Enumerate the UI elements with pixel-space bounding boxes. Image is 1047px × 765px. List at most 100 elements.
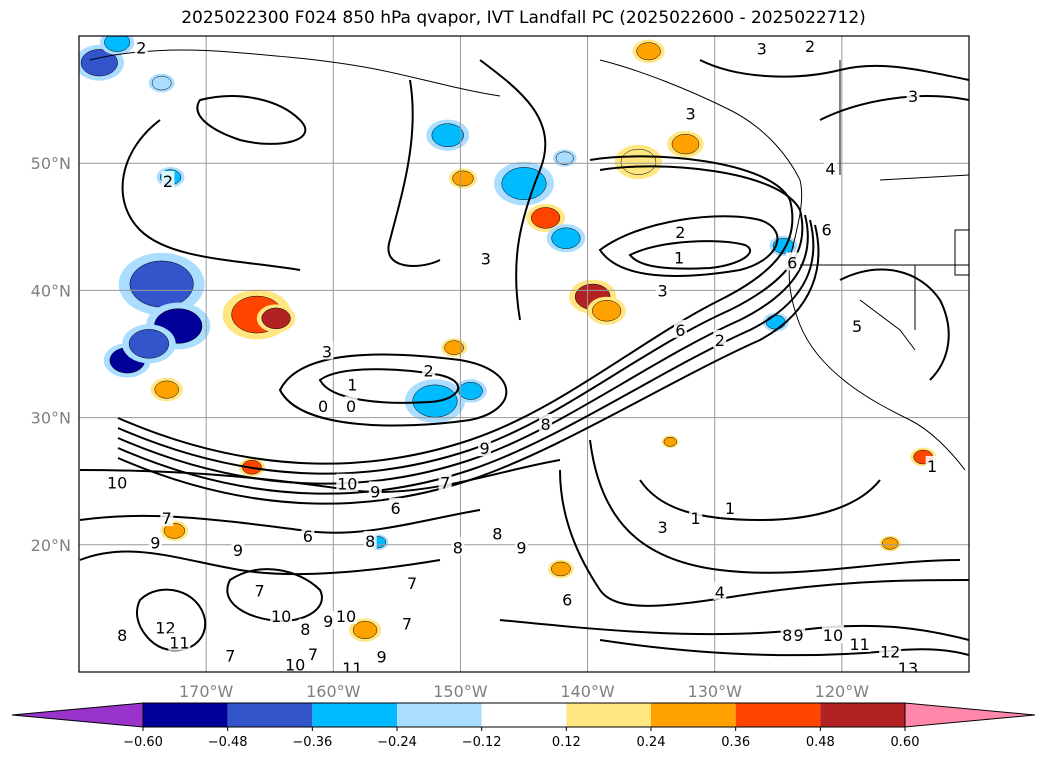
contour-label: 8: [117, 626, 127, 645]
anomaly-patch: [154, 380, 179, 399]
contour-label: 1: [725, 499, 735, 518]
contour-label: 4: [825, 159, 835, 178]
anomaly-patch: [881, 537, 899, 550]
contour-label: 9: [150, 533, 160, 552]
contour-label: 8: [365, 532, 375, 551]
contour-label: 7: [402, 615, 412, 634]
contour-label-bg: [879, 641, 902, 660]
contour-label: 1: [927, 457, 937, 476]
colorbar-tick-label: −0.48: [208, 735, 248, 750]
ivt-contours: [79, 59, 969, 657]
contour-label: 2: [675, 223, 685, 242]
contour-label-bg: [284, 654, 307, 672]
contour-label-bg: [821, 625, 844, 644]
contour-label-bg: [336, 473, 359, 492]
contour-label-bg: [906, 85, 920, 104]
lon-label: 150°W: [433, 682, 488, 701]
colorbar-segment: [481, 703, 567, 727]
contour-label: 8: [541, 415, 551, 434]
contour-label: 10: [285, 655, 305, 674]
contour-label: 3: [322, 342, 332, 361]
colorbar-tick-label: −0.36: [292, 735, 332, 750]
contour-label: 13: [898, 659, 918, 678]
contour-label-bg: [160, 508, 174, 527]
colorbar: −0.60 −0.48 −0.36 −0.24 −0.12 0.12 0.24 0.36 0.4…: [11, 702, 1036, 750]
colorbar-tick-label: −0.60: [123, 735, 163, 750]
anomaly-patch: [458, 381, 483, 400]
contour-label: 2: [163, 172, 173, 191]
anomaly-patch: [555, 151, 574, 165]
contour-label-bg: [341, 658, 364, 672]
contour-label: 2: [424, 362, 434, 381]
contour-label-bg: [539, 413, 553, 432]
contour-label-bg: [713, 330, 727, 349]
anomaly-patch: [765, 315, 786, 330]
contour-label: 9: [794, 626, 804, 645]
anomaly-patch: [444, 340, 464, 355]
contour-label: 3: [657, 281, 667, 300]
contour-label: 6: [787, 253, 797, 272]
contour-label-bg: [560, 589, 574, 608]
contour-label: 6: [822, 220, 832, 239]
contour-label: 2: [715, 331, 725, 350]
contour-label: 9: [233, 541, 243, 560]
contour-label: 0: [318, 397, 328, 416]
contour-label: 12: [155, 618, 175, 637]
colorbar-segment: [651, 703, 736, 727]
anomaly-patch: [151, 75, 172, 91]
contour-label-bg: [820, 219, 834, 238]
coastlines: [89, 49, 969, 471]
contour-label-bg: [514, 537, 528, 556]
contour-label-bg: [673, 319, 687, 338]
colorbar-segment: [143, 703, 228, 727]
contour-label-bg: [168, 632, 191, 651]
colorbar-segment: [820, 703, 905, 727]
contour-label-bg: [848, 634, 871, 653]
contour-label-bg: [925, 455, 939, 474]
anomaly-patch: [129, 260, 194, 308]
contour-label-bg: [148, 532, 162, 551]
contour-label-bg: [375, 646, 389, 665]
contour-label: 5: [852, 317, 862, 336]
contour-label-bg: [490, 523, 504, 542]
contour-label: 7: [440, 473, 450, 492]
contour-label: 9: [370, 482, 380, 501]
colorbar-segment: [397, 703, 482, 727]
contour-label-bg: [780, 625, 794, 644]
colorbar-tick-label: 0.48: [806, 735, 835, 750]
anomaly-patch: [663, 436, 677, 447]
contour-label-bg: [438, 472, 452, 491]
map-title: 2025022300 F024 850 hPa qvapor, IVT Land…: [181, 8, 866, 28]
contour-label: 4: [715, 583, 725, 602]
latitude-labels: 20°N 30°N 40°N 50°N: [31, 154, 71, 555]
contour-label: 10: [337, 475, 357, 494]
colorbar-segment: [312, 703, 397, 727]
contour-label-bg: [298, 618, 312, 637]
lat-label: 20°N: [31, 536, 71, 555]
anomaly-patch: [551, 561, 571, 577]
contour-label-bg: [400, 613, 414, 632]
colorbar-tick-label: −0.24: [377, 735, 417, 750]
contour-label-bg: [115, 625, 129, 644]
contour-label-bg: [253, 580, 267, 599]
contour-label-bg: [106, 472, 129, 491]
contour-label: 7: [162, 509, 172, 528]
colorbar-tick-label: 0.12: [552, 735, 581, 750]
lon-label: 120°W: [815, 682, 870, 701]
anomaly-patch: [163, 523, 185, 539]
contour-label: 9: [377, 648, 387, 667]
colorbar-tick-label: −0.12: [462, 735, 502, 750]
contour-label-bg: [672, 247, 686, 266]
contour-label-bg: [422, 360, 436, 379]
contour-label: 6: [562, 590, 572, 609]
contour-label-bg: [656, 280, 670, 299]
anomaly-patch: [261, 307, 291, 330]
contour-label: 3: [657, 518, 667, 537]
contour-label-bg: [316, 396, 330, 415]
anomaly-patch: [592, 300, 622, 322]
lon-label: 170°W: [179, 682, 234, 701]
contour-label-bg: [451, 537, 465, 556]
